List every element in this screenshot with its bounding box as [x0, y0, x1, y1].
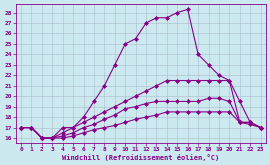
X-axis label: Windchill (Refroidissement éolien,°C): Windchill (Refroidissement éolien,°C) [62, 154, 220, 161]
